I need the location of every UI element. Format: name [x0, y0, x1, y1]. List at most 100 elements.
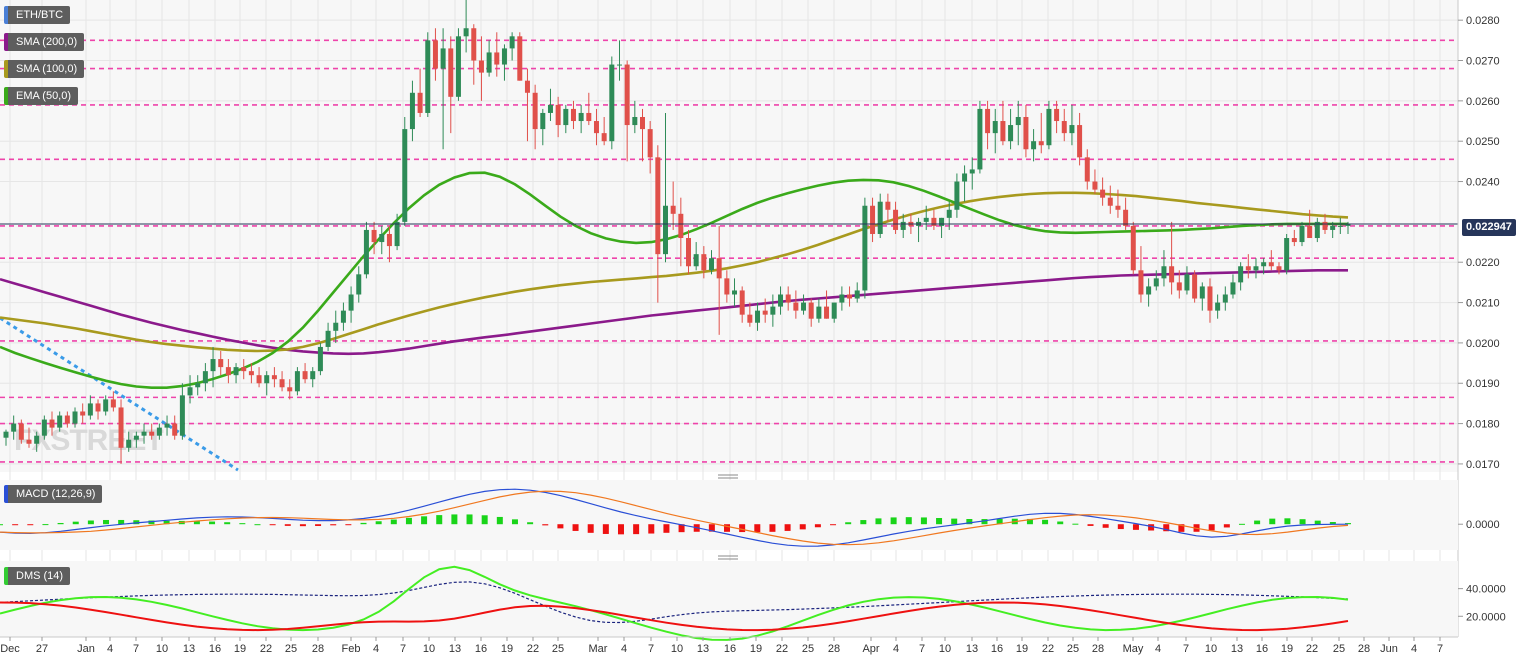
candle-body: [1000, 121, 1006, 142]
candle-body: [1115, 205, 1121, 210]
candle-body: [686, 238, 692, 267]
candle-body: [578, 112, 584, 122]
time-tick-label: 25: [552, 643, 564, 655]
time-tick-label: Apr: [862, 643, 879, 655]
time-tick-label: Feb: [342, 643, 361, 655]
legend-ethbtc[interactable]: ETH/BTC: [4, 6, 71, 24]
macd-histogram-bar: [663, 524, 670, 533]
candle-body: [471, 28, 477, 61]
candle-body: [785, 294, 791, 303]
candle-body: [609, 64, 615, 142]
macd-histogram-bar: [875, 518, 882, 525]
macd-histogram-bar: [103, 519, 110, 525]
macd-histogram-bar: [936, 518, 943, 525]
panel-resize-handles[interactable]: [718, 474, 738, 560]
time-tick-label: May: [1123, 643, 1144, 655]
candle-body: [455, 36, 461, 97]
candle-body: [95, 403, 101, 412]
candle-body: [3, 431, 9, 438]
time-tick-label: 10: [423, 643, 435, 655]
candle-body: [1146, 286, 1152, 295]
macd-histogram-bar: [12, 524, 19, 526]
candle-body: [862, 205, 868, 291]
price-tick-label: 0.0220: [1466, 257, 1500, 269]
dms-tick-label: 20.0000: [1466, 611, 1506, 623]
macd-histogram-bar: [421, 516, 428, 525]
macd-histogram-bar: [633, 524, 640, 535]
legend-sma200[interactable]: SMA (200,0): [4, 33, 85, 51]
macd-histogram-bar: [1057, 521, 1064, 525]
macd-histogram-bar: [481, 515, 488, 525]
legend-dms[interactable]: DMS (14): [4, 567, 71, 585]
time-tick-label: Dec: [0, 643, 20, 655]
time-tick-label: 13: [449, 643, 461, 655]
main-panel-bg: [0, 0, 1458, 472]
candle-body: [164, 423, 170, 428]
candle-body: [985, 108, 991, 134]
candle-body: [41, 419, 47, 436]
macd-panel: 0.0000: [0, 480, 1500, 550]
candle-body: [831, 302, 837, 319]
candle-body: [1268, 262, 1274, 267]
candle-body: [409, 92, 415, 130]
candle-body: [870, 205, 876, 234]
macd-histogram-bar: [315, 524, 322, 526]
candle-body: [149, 431, 155, 436]
legend-sma100[interactable]: SMA (100,0): [4, 60, 85, 78]
macd-histogram-bar: [784, 524, 791, 531]
candle-body: [394, 221, 400, 247]
legend-macd[interactable]: MACD (12,26,9): [4, 485, 103, 503]
candle-body: [1207, 286, 1213, 311]
candle-body: [264, 375, 270, 384]
candle-body: [801, 302, 807, 311]
di-minus-line: [0, 601, 1349, 632]
macd-histogram-bar: [920, 517, 927, 525]
candle-body: [294, 371, 300, 392]
time-tick-label: 16: [475, 643, 487, 655]
candle-body: [778, 294, 784, 307]
candle-body: [693, 254, 699, 267]
macd-histogram-bar: [1148, 524, 1155, 531]
time-tick-label: Jun: [1380, 643, 1398, 655]
macd-histogram-bar: [375, 521, 382, 525]
time-tick-label: 19: [750, 643, 762, 655]
candle-body: [900, 221, 906, 230]
candle-body: [724, 278, 730, 295]
macd-histogram-bar: [1178, 524, 1185, 532]
candle-body: [1307, 225, 1313, 239]
candle-body: [847, 294, 853, 299]
candle-body: [425, 40, 431, 113]
macd-histogram-bar: [1026, 518, 1033, 525]
time-tick-label: 4: [107, 643, 113, 655]
time-tick-label: 22: [776, 643, 788, 655]
candle-body: [762, 310, 768, 315]
candle-body: [563, 108, 569, 126]
macd-histogram-bar: [1208, 524, 1215, 531]
time-tick-label: 10: [671, 643, 683, 655]
candle-body: [1153, 278, 1159, 287]
macd-histogram-bar: [572, 524, 579, 531]
candle-body: [716, 258, 722, 279]
macd-histogram-bar: [42, 524, 49, 526]
legend-ema50[interactable]: EMA (50,0): [4, 87, 79, 105]
macd-histogram-bar: [451, 514, 458, 525]
candle-body: [356, 274, 362, 295]
candle-body: [1038, 141, 1044, 146]
macd-histogram-bar: [330, 524, 337, 526]
time-tick-label: 7: [1437, 643, 1443, 655]
macd-histogram-bar: [1163, 524, 1170, 532]
dms-panel-bg: [0, 561, 1458, 637]
candle-body: [624, 64, 630, 126]
candle-body: [302, 371, 308, 380]
candle-body: [808, 302, 814, 319]
time-tick-label: 22: [527, 643, 539, 655]
macd-histogram-bar: [951, 518, 958, 525]
candle-body: [839, 294, 845, 303]
candle-body: [517, 36, 523, 81]
candle-body: [939, 217, 945, 226]
candle-body: [662, 205, 668, 255]
candle-body: [241, 367, 247, 372]
macd-histogram-bar: [163, 520, 170, 525]
candle-body: [854, 290, 860, 299]
